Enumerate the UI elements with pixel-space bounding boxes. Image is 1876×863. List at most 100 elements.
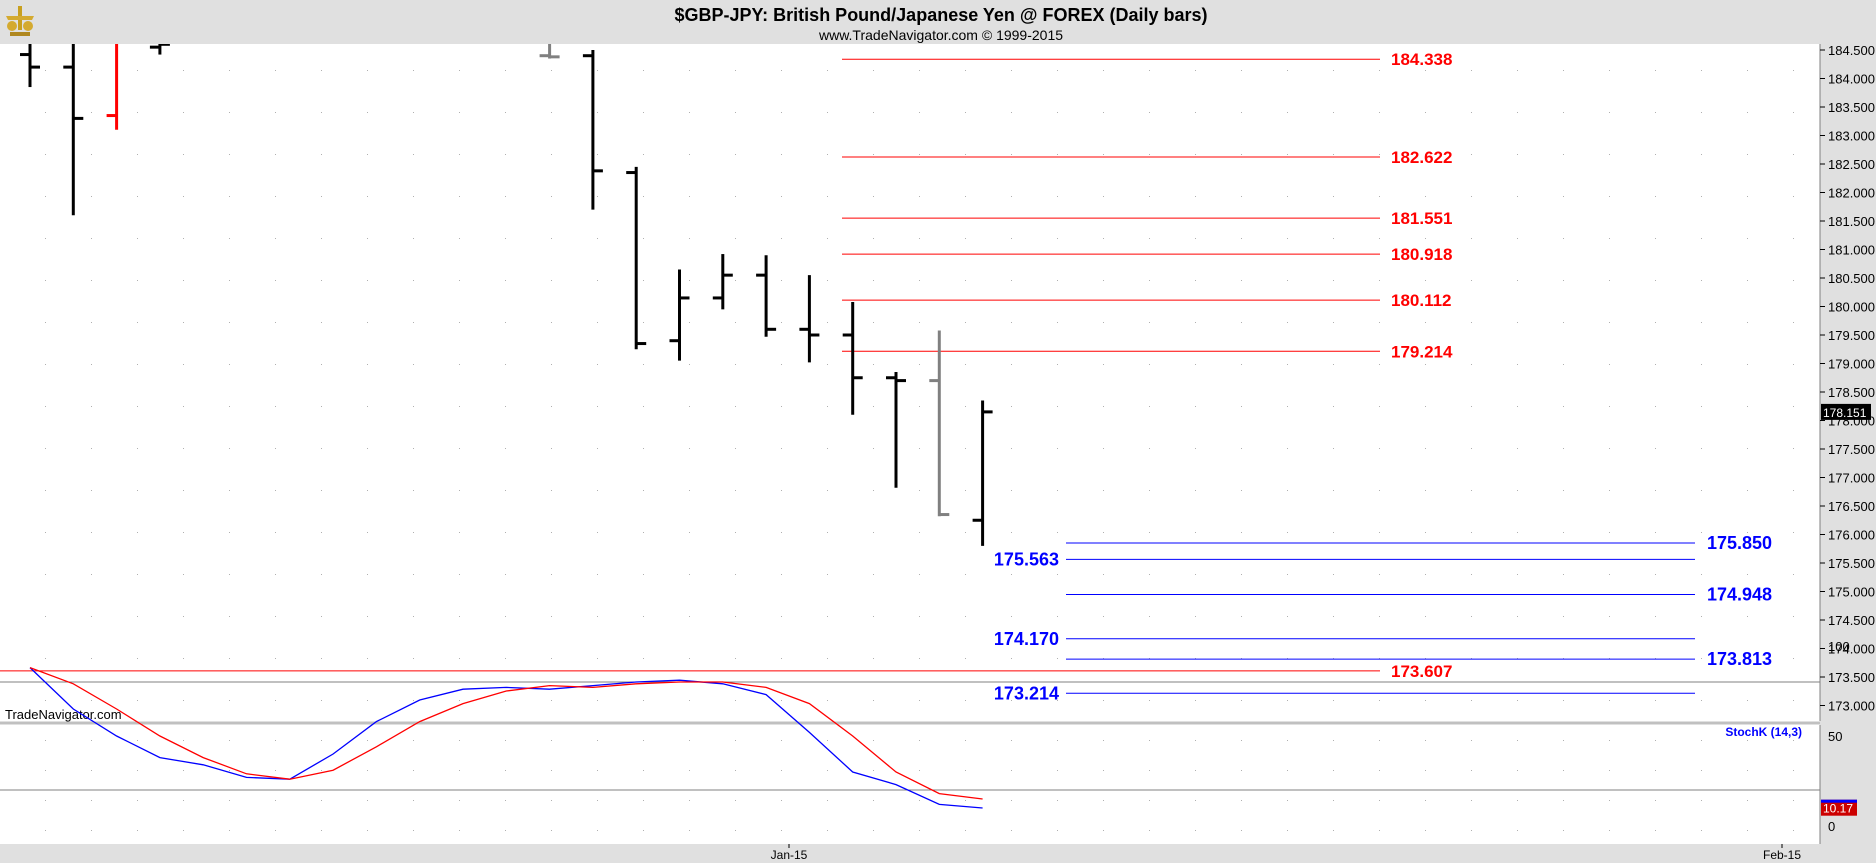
grid-dot [1609,740,1610,741]
grid-dot [1287,616,1288,617]
grid-dot [1655,830,1656,831]
grid-dot [91,490,92,491]
grid-dot [1517,154,1518,155]
grid-dot [965,616,966,617]
grid-dot [735,238,736,239]
grid-dot [413,70,414,71]
grid-dot [1793,322,1794,323]
y-tick-label: 181.500 [1828,214,1875,229]
grid-dot [229,112,230,113]
grid-dot [459,574,460,575]
grid-dot [597,770,598,771]
grid-dot [873,406,874,407]
y-tick-label: 173.000 [1828,699,1875,714]
grid-dot [1195,112,1196,113]
grid-dot [689,490,690,491]
grid-dot [1793,406,1794,407]
grid-dot [321,740,322,741]
grid-dot [689,112,690,113]
grid-dot [597,196,598,197]
grid-dot [781,658,782,659]
grid-dot [91,448,92,449]
grid-dot [137,830,138,831]
grid-dot [919,322,920,323]
grid-dot [1425,574,1426,575]
grid-dot [1149,658,1150,659]
grid-dot [183,800,184,801]
grid-dot [1747,700,1748,701]
grid-dot [1103,406,1104,407]
grid-dot [551,406,552,407]
grid-dot [827,658,828,659]
grid-dot [1057,112,1058,113]
grid-dot [551,800,552,801]
grid-dot [1609,770,1610,771]
grid-dot [321,112,322,113]
stoch-tick-label: 0 [1828,819,1835,834]
blue-level-label: 175.850 [1707,533,1772,553]
grid-dot [275,322,276,323]
grid-dot [827,406,828,407]
grid-dot [551,364,552,365]
y-tick-label: 179.000 [1828,357,1875,372]
grid-dot [597,322,598,323]
grid-dot [735,112,736,113]
grid-dot [367,322,368,323]
grid-dot [873,740,874,741]
grid-dot [367,364,368,365]
grid-dot [551,658,552,659]
grid-dot [1793,112,1794,113]
grid-dot [459,740,460,741]
ohlc-bar [106,44,119,130]
grid-dot [1793,196,1794,197]
grid-dot [1195,700,1196,701]
grid-dot [321,616,322,617]
grid-dot [1103,658,1104,659]
grid-dot [1011,700,1012,701]
grid-dot [45,196,46,197]
grid-dot [275,280,276,281]
grid-dot [1241,448,1242,449]
grid-dot [1793,700,1794,701]
grid-dot [321,196,322,197]
grid-dot [965,532,966,533]
grid-dot [91,238,92,239]
grid-dot [1195,830,1196,831]
grid-dot [551,70,552,71]
grid-dot [1333,406,1334,407]
grid-dot [551,740,552,741]
grid-dot [1425,196,1426,197]
grid-dot [1517,238,1518,239]
grid-dot [1195,448,1196,449]
grid-dot [1011,574,1012,575]
grid-dot [1563,364,1564,365]
grid-dot [1103,322,1104,323]
grid-dot [689,154,690,155]
grid-dot [45,70,46,71]
chart-title: $GBP-JPY: British Pound/Japanese Yen @ F… [674,5,1207,25]
grid-dot [643,490,644,491]
y-tick-label: 180.500 [1828,271,1875,286]
grid-dot [229,800,230,801]
grid-dot [137,700,138,701]
grid-dot [321,770,322,771]
grid-dot [827,770,828,771]
grid-dot [1195,154,1196,155]
grid-dot [1425,112,1426,113]
grid-dot [1241,658,1242,659]
grid-dot [1425,800,1426,801]
grid-dot [1011,196,1012,197]
grid-dot [1149,490,1150,491]
grid-dot [1793,616,1794,617]
date-x-axis: Jan-15 Feb-15 [771,844,1801,862]
grid-dot [1517,658,1518,659]
grid-dot [1333,700,1334,701]
grid-dot [413,700,414,701]
grid-dot [1379,364,1380,365]
grid-dot [735,800,736,801]
grid-dot [321,658,322,659]
grid-dot [781,364,782,365]
grid-dot [597,658,598,659]
grid-dot [1609,700,1610,701]
grid-dot [505,70,506,71]
